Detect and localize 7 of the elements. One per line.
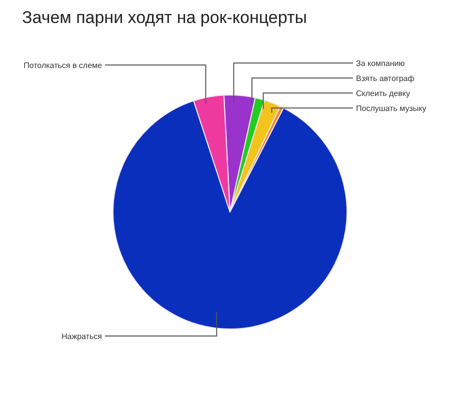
chart-title: Зачем парни ходят на рок-концерты bbox=[22, 8, 307, 28]
slice-label: Взять автограф bbox=[356, 74, 415, 83]
slice-label: Потолкаться в слеме bbox=[24, 60, 103, 70]
slice-label: Склеить девку bbox=[356, 88, 410, 98]
slice-label: Нажраться bbox=[62, 332, 102, 341]
slice-label: Послушать музыку bbox=[356, 104, 426, 113]
slice-label: За компанию bbox=[356, 58, 405, 68]
